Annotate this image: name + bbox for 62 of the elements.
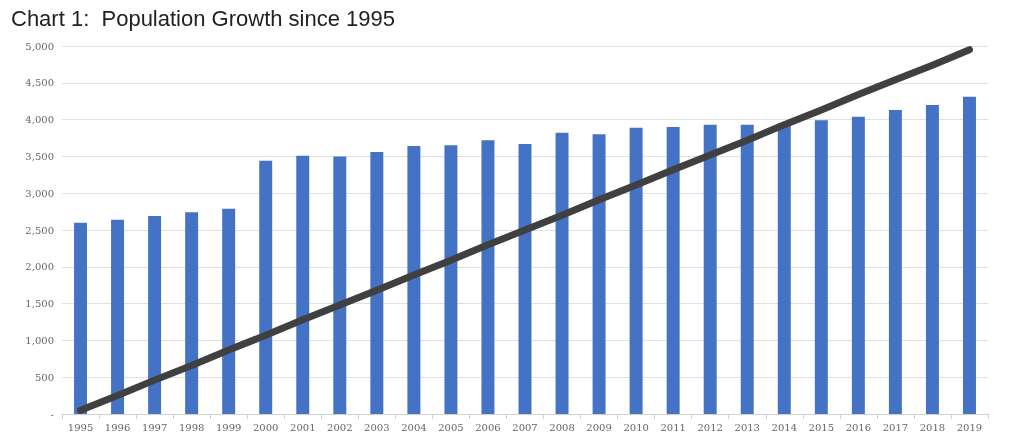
x-tick-label: 2018 [919, 421, 946, 433]
bar [518, 143, 532, 414]
x-tick-label: 2017 [882, 421, 909, 433]
y-tick-label: 1,500 [25, 298, 54, 310]
y-tick-label: 4,000 [25, 114, 54, 126]
y-tick-label: 1,000 [25, 334, 54, 346]
bar [740, 124, 754, 414]
bar [111, 219, 125, 414]
x-tick-label: 2019 [956, 421, 983, 433]
y-tick-label: 2,000 [25, 261, 54, 273]
bar [703, 124, 717, 414]
bar [555, 132, 569, 414]
y-tick-label: 2,500 [25, 224, 54, 236]
bar [777, 123, 791, 414]
x-tick-label: 1997 [141, 421, 168, 433]
x-tick-label: 2013 [734, 421, 760, 433]
x-tick-label: 2006 [475, 421, 501, 433]
bar [148, 216, 162, 414]
x-tick-label: 2011 [660, 421, 686, 433]
x-tick-label: 1999 [215, 421, 242, 433]
y-tick-label: 4,500 [25, 77, 54, 89]
x-tick-label: 1995 [67, 421, 94, 433]
x-tick-label: 2003 [364, 421, 390, 433]
bar [259, 160, 273, 414]
bar [74, 222, 87, 414]
x-tick-label: 2001 [290, 421, 316, 433]
x-tick-label: 2004 [401, 421, 427, 433]
x-tick-label: 2005 [438, 421, 464, 433]
bar [851, 116, 865, 414]
x-tick-label: 2002 [327, 421, 353, 433]
bar [963, 96, 976, 414]
bar [407, 146, 421, 414]
x-tick-label: 2012 [697, 421, 723, 433]
y-tick-label: 5,000 [25, 40, 54, 52]
x-tick-label: 1998 [178, 421, 205, 433]
chart-title: Chart 1: Population Growth since 1995 [11, 5, 396, 31]
bar [296, 155, 310, 414]
x-tick-label: 2014 [771, 421, 798, 433]
x-tick-label: 2010 [623, 421, 649, 433]
bar [888, 110, 902, 414]
x-tick-label: 2016 [845, 421, 872, 433]
bar [629, 127, 643, 414]
x-tick-label: 2008 [549, 421, 575, 433]
bar [185, 212, 199, 414]
y-tick-label: 3,500 [25, 150, 54, 162]
y-tick-label: 3,000 [25, 187, 54, 199]
x-tick-label: 1996 [104, 421, 131, 433]
x-tick-label: 2000 [252, 421, 279, 433]
bar [481, 140, 495, 414]
bar [592, 134, 606, 414]
bar [925, 104, 939, 414]
y-tick-label: 500 [34, 371, 54, 383]
bar [814, 120, 828, 414]
y-tick-label: - [50, 408, 54, 420]
bar [370, 151, 384, 414]
bar [222, 208, 236, 414]
bar [666, 126, 680, 414]
bar [333, 156, 347, 414]
x-tick-label: 2007 [512, 421, 538, 433]
x-tick-label: 2015 [808, 421, 835, 433]
x-tick-label: 2009 [586, 421, 612, 433]
bar [444, 145, 458, 414]
